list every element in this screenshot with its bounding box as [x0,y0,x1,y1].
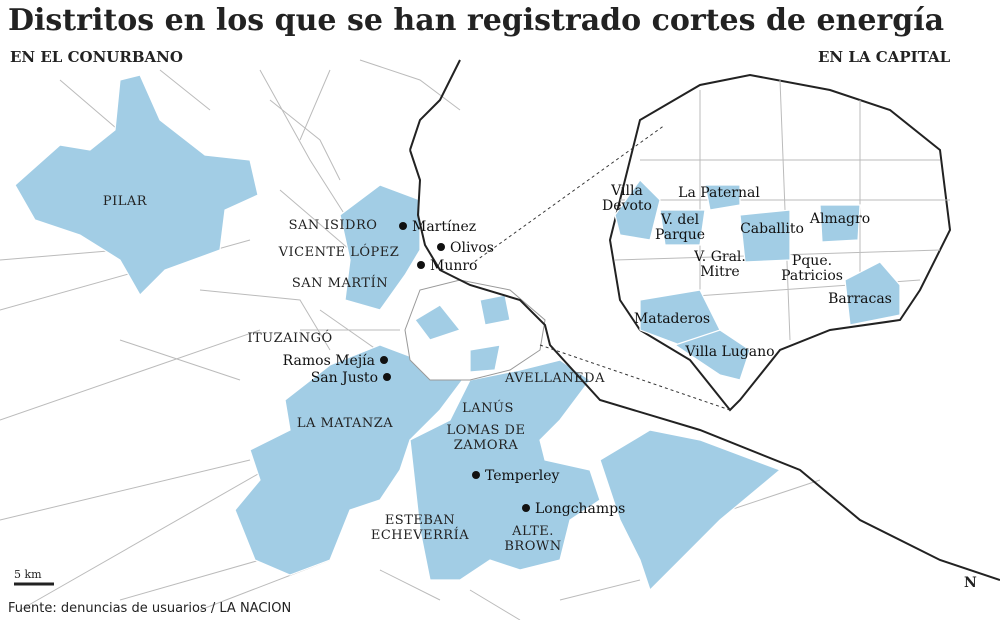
district-label: PILAR [103,194,148,209]
district-label-line: LOMAS DE [447,423,526,438]
place-dot [472,471,480,479]
capital-shaded [414,294,511,373]
barrio-label-line: Villa Lugano [684,344,774,360]
place-dot [380,356,388,364]
place-dot [522,504,530,512]
place-label: Longchamps [535,501,625,517]
district-label: LOMAS DE ZAMORA [447,423,526,453]
district-label: ESTEBAN ECHEVERRÍA [371,513,469,543]
district-label-line: LANÚS [462,399,514,416]
gray-roads [0,59,821,620]
barrio-label: La Paternal [678,185,760,201]
district-label: AVELLANEDA [504,371,605,386]
district-label-line: ECHEVERRÍA [371,527,469,543]
place-label: Olivos [450,240,494,256]
barrio-label-line: V. Gral. [693,249,746,265]
barrio-label-line: Devoto [602,198,652,214]
barrio-label: Pque. Patricios [781,253,843,284]
district-label-line: AVELLANEDA [504,371,605,386]
district-label-line: ZAMORA [454,438,519,453]
inset [608,73,952,412]
district-label-line: PILAR [103,194,148,209]
barrio-label-line: Barracas [828,291,892,307]
place-dot [383,373,391,381]
barrio-label-line: La Paternal [678,185,760,201]
district-label: ALTE. BROWN [504,524,561,554]
barrio-label-line: Caballito [740,221,804,237]
barrio-label-line: V. del [660,212,700,228]
barrio-label-line: Almagro [809,211,870,227]
place-dot [399,222,407,230]
southeast-area [599,429,782,592]
north-area [339,184,421,311]
river-coast [409,149,1000,581]
district-label: SAN ISIDRO [289,218,378,233]
district-label-line: ALTE. [511,524,554,539]
barrio-label-line: Parque [655,227,705,243]
district-label-line: VICENTE LÓPEZ [278,243,400,260]
place-label: San Justo [311,370,378,386]
district-label: LA MATANZA [297,416,393,431]
shaded-districts [14,74,782,592]
district-label: LANÚS [462,399,514,416]
barrio-label: Mataderos [634,311,710,327]
place-dot [437,243,445,251]
title: Distritos en los que se han registrado c… [8,3,944,38]
barrio-label-line: Mataderos [634,311,710,327]
north-arrow: N [964,575,977,591]
river [409,59,461,151]
barrio-label: Caballito [740,221,804,237]
section-label: EN LA CAPITAL [818,48,951,66]
place-label: Munro [430,258,478,274]
place-label: Martínez [412,219,476,235]
barrio-label: V. Gral. Mitre [693,249,746,280]
barrio-label-line: Pque. [792,253,832,269]
district-label-line: LA MATANZA [297,416,393,431]
barrio-label-line: Patricios [781,268,843,284]
section-label: EN EL CONURBANO [10,48,183,66]
barrio-label: Villa Devoto [602,183,652,214]
pilar-area [14,74,259,296]
barrio-label: Villa Lugano [684,344,774,360]
place-label: Temperley [485,468,560,484]
district-label: VICENTE LÓPEZ [278,243,400,260]
place-label: Ramos Mejía [283,353,375,369]
barrio-label: Barracas [828,291,892,307]
district-label-line: SAN MARTÍN [292,275,388,291]
inset-shaded [614,179,901,381]
district-label: ITUZAINGÓ [247,329,332,346]
barrio-label-line: Villa [610,183,643,199]
barrio-label-line: Mitre [700,264,739,280]
district-label: SAN MARTÍN [292,275,388,291]
inset-connector [469,124,731,411]
barrio-label: V. del Parque [655,212,705,243]
source: Fuente: denuncias de usuarios / LA NACIO… [8,601,291,616]
barrio-label: Almagro [809,211,870,227]
district-label-line: BROWN [504,539,561,554]
district-label-line: ITUZAINGÓ [247,329,332,346]
south-area [409,359,601,581]
district-label-line: SAN ISIDRO [289,218,378,233]
matanza-area [234,344,472,576]
place-dot [417,261,425,269]
scale-label: 5 km [14,568,42,581]
district-label-line: ESTEBAN [385,513,455,528]
